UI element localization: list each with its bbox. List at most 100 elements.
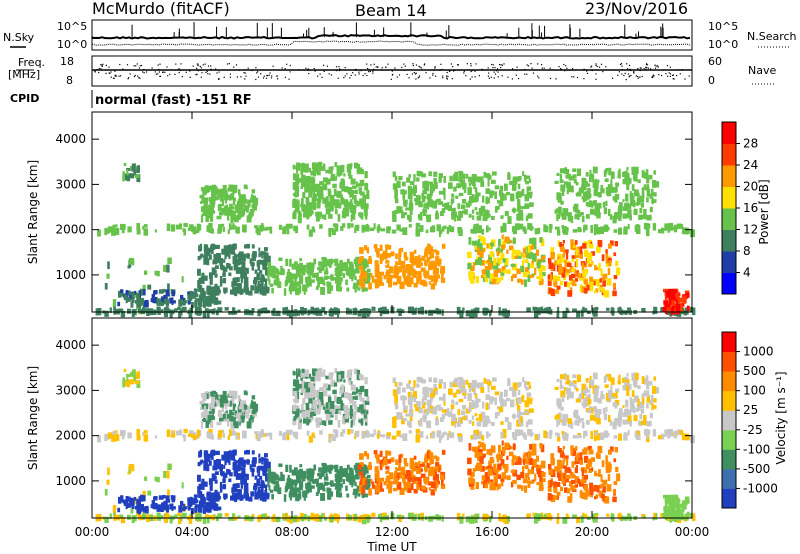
velocity-cell-8: [440, 417, 444, 422]
nave-dot: [166, 66, 168, 68]
power-cell-13: [330, 307, 333, 311]
power-cell-9: [534, 257, 537, 262]
power-cell-7: [430, 275, 436, 283]
power-cell-11: [580, 212, 584, 216]
power-cell-7: [388, 276, 393, 285]
power-cell-8: [428, 171, 432, 177]
power-cell-13: [567, 309, 570, 313]
nave-dot: [209, 73, 211, 75]
power-cell-0: [154, 270, 158, 276]
power-cell-0: [144, 270, 148, 275]
nave-dot: [650, 68, 652, 70]
power-cell-14: [671, 305, 675, 310]
power-cell-8: [421, 192, 424, 199]
velocity-cell-3: [208, 460, 212, 466]
velocity-cell-10: [552, 481, 558, 485]
power-cell-12: [136, 223, 140, 231]
nave-dot: [474, 70, 476, 72]
nave-dot: [185, 71, 187, 73]
power-cell-9: [536, 249, 540, 256]
power-cell-11: [560, 184, 566, 192]
power-cell-8: [456, 215, 462, 221]
velocity-cell-7: [362, 477, 367, 485]
power-cell-4: [206, 187, 209, 194]
power-cell-7: [425, 270, 430, 277]
power-cell-7: [386, 264, 390, 268]
power-cell-3: [215, 244, 220, 249]
velocity-cell-3: [209, 484, 213, 491]
power-cell-8: [429, 182, 433, 188]
power-cell-5: [335, 275, 341, 283]
power-cell-9: [477, 239, 481, 243]
velocity-cell-10: [601, 460, 605, 468]
power-cell-11: [568, 187, 572, 192]
velocity-cell-6: [305, 410, 311, 417]
velocity-cell-11: [589, 414, 595, 421]
velocity-cell-7: [370, 478, 373, 484]
velocity-cell-7: [440, 483, 446, 489]
velocity-cell-10: [548, 494, 553, 500]
velocity-cell-9: [506, 455, 509, 460]
nave-dot: [532, 72, 535, 74]
power-cell-9: [502, 258, 506, 263]
power-cell-5: [278, 257, 283, 261]
velocity-cell-6: [329, 412, 334, 418]
power-cell-9: [528, 252, 533, 259]
power-cell-6: [334, 200, 340, 208]
power-cell-10: [615, 260, 619, 266]
power-cell-12: [143, 224, 148, 228]
power-cell-5: [310, 279, 315, 283]
velocity-cell-1: [142, 495, 146, 502]
power-cell-1: [125, 297, 128, 304]
velocity-cell-7: [421, 485, 426, 491]
velocity-cell-8: [395, 404, 399, 410]
nave-dot: [446, 75, 448, 77]
power-cell-9: [489, 273, 494, 277]
power-cell-4: [243, 184, 248, 189]
power-cell-5: [324, 260, 329, 266]
power-cell-8: [519, 206, 525, 210]
velocity-cell-6: [323, 383, 328, 389]
velocity-cell-8: [456, 389, 461, 394]
velocity-cell-3: [214, 471, 219, 475]
nave-dot: [101, 64, 103, 66]
velocity-cell-3: [228, 459, 231, 465]
nave-dot: [197, 70, 199, 72]
velocity-cell-5: [341, 468, 346, 474]
nave-dot: [338, 66, 340, 68]
power-cell-8: [435, 212, 439, 220]
velocity-cell-8: [528, 397, 533, 402]
nave-dot: [134, 74, 136, 76]
velocity-cell-6: [350, 369, 353, 373]
velocity-cell-8: [516, 397, 522, 404]
velocity-cell-5: [320, 471, 325, 477]
velocity-cell-5: [284, 487, 288, 493]
power-cell-11: [607, 209, 611, 217]
velocity-cell-8: [439, 407, 444, 411]
velocity-cell-8: [441, 409, 447, 413]
power-cell-9: [532, 237, 537, 245]
velocity-cell-5: [338, 477, 343, 482]
power-cell-11: [652, 199, 657, 203]
velocity-cell-5: [366, 478, 371, 487]
velocity-cell-9: [517, 484, 522, 489]
power-cell-8: [452, 176, 456, 182]
nave-dot: [263, 75, 265, 77]
nave-dot: [652, 74, 655, 76]
nave-dot: [122, 68, 124, 70]
power-cell-11: [556, 172, 560, 176]
velocity-cell-7: [374, 485, 378, 490]
power-cell-0: [163, 265, 166, 272]
velocity-cell-5: [267, 471, 273, 478]
power-cell-5: [310, 264, 315, 269]
power-cell-6: [293, 173, 298, 181]
velocity-cell-5: [363, 465, 367, 471]
power-cell-9: [538, 279, 544, 286]
power-cell-6: [318, 193, 321, 199]
nave-dot: [490, 76, 492, 78]
power-cell-13: [462, 307, 465, 311]
nave-dot: [639, 76, 641, 78]
power-cell-11: [589, 175, 592, 183]
velocity-cell-6: [306, 418, 311, 423]
